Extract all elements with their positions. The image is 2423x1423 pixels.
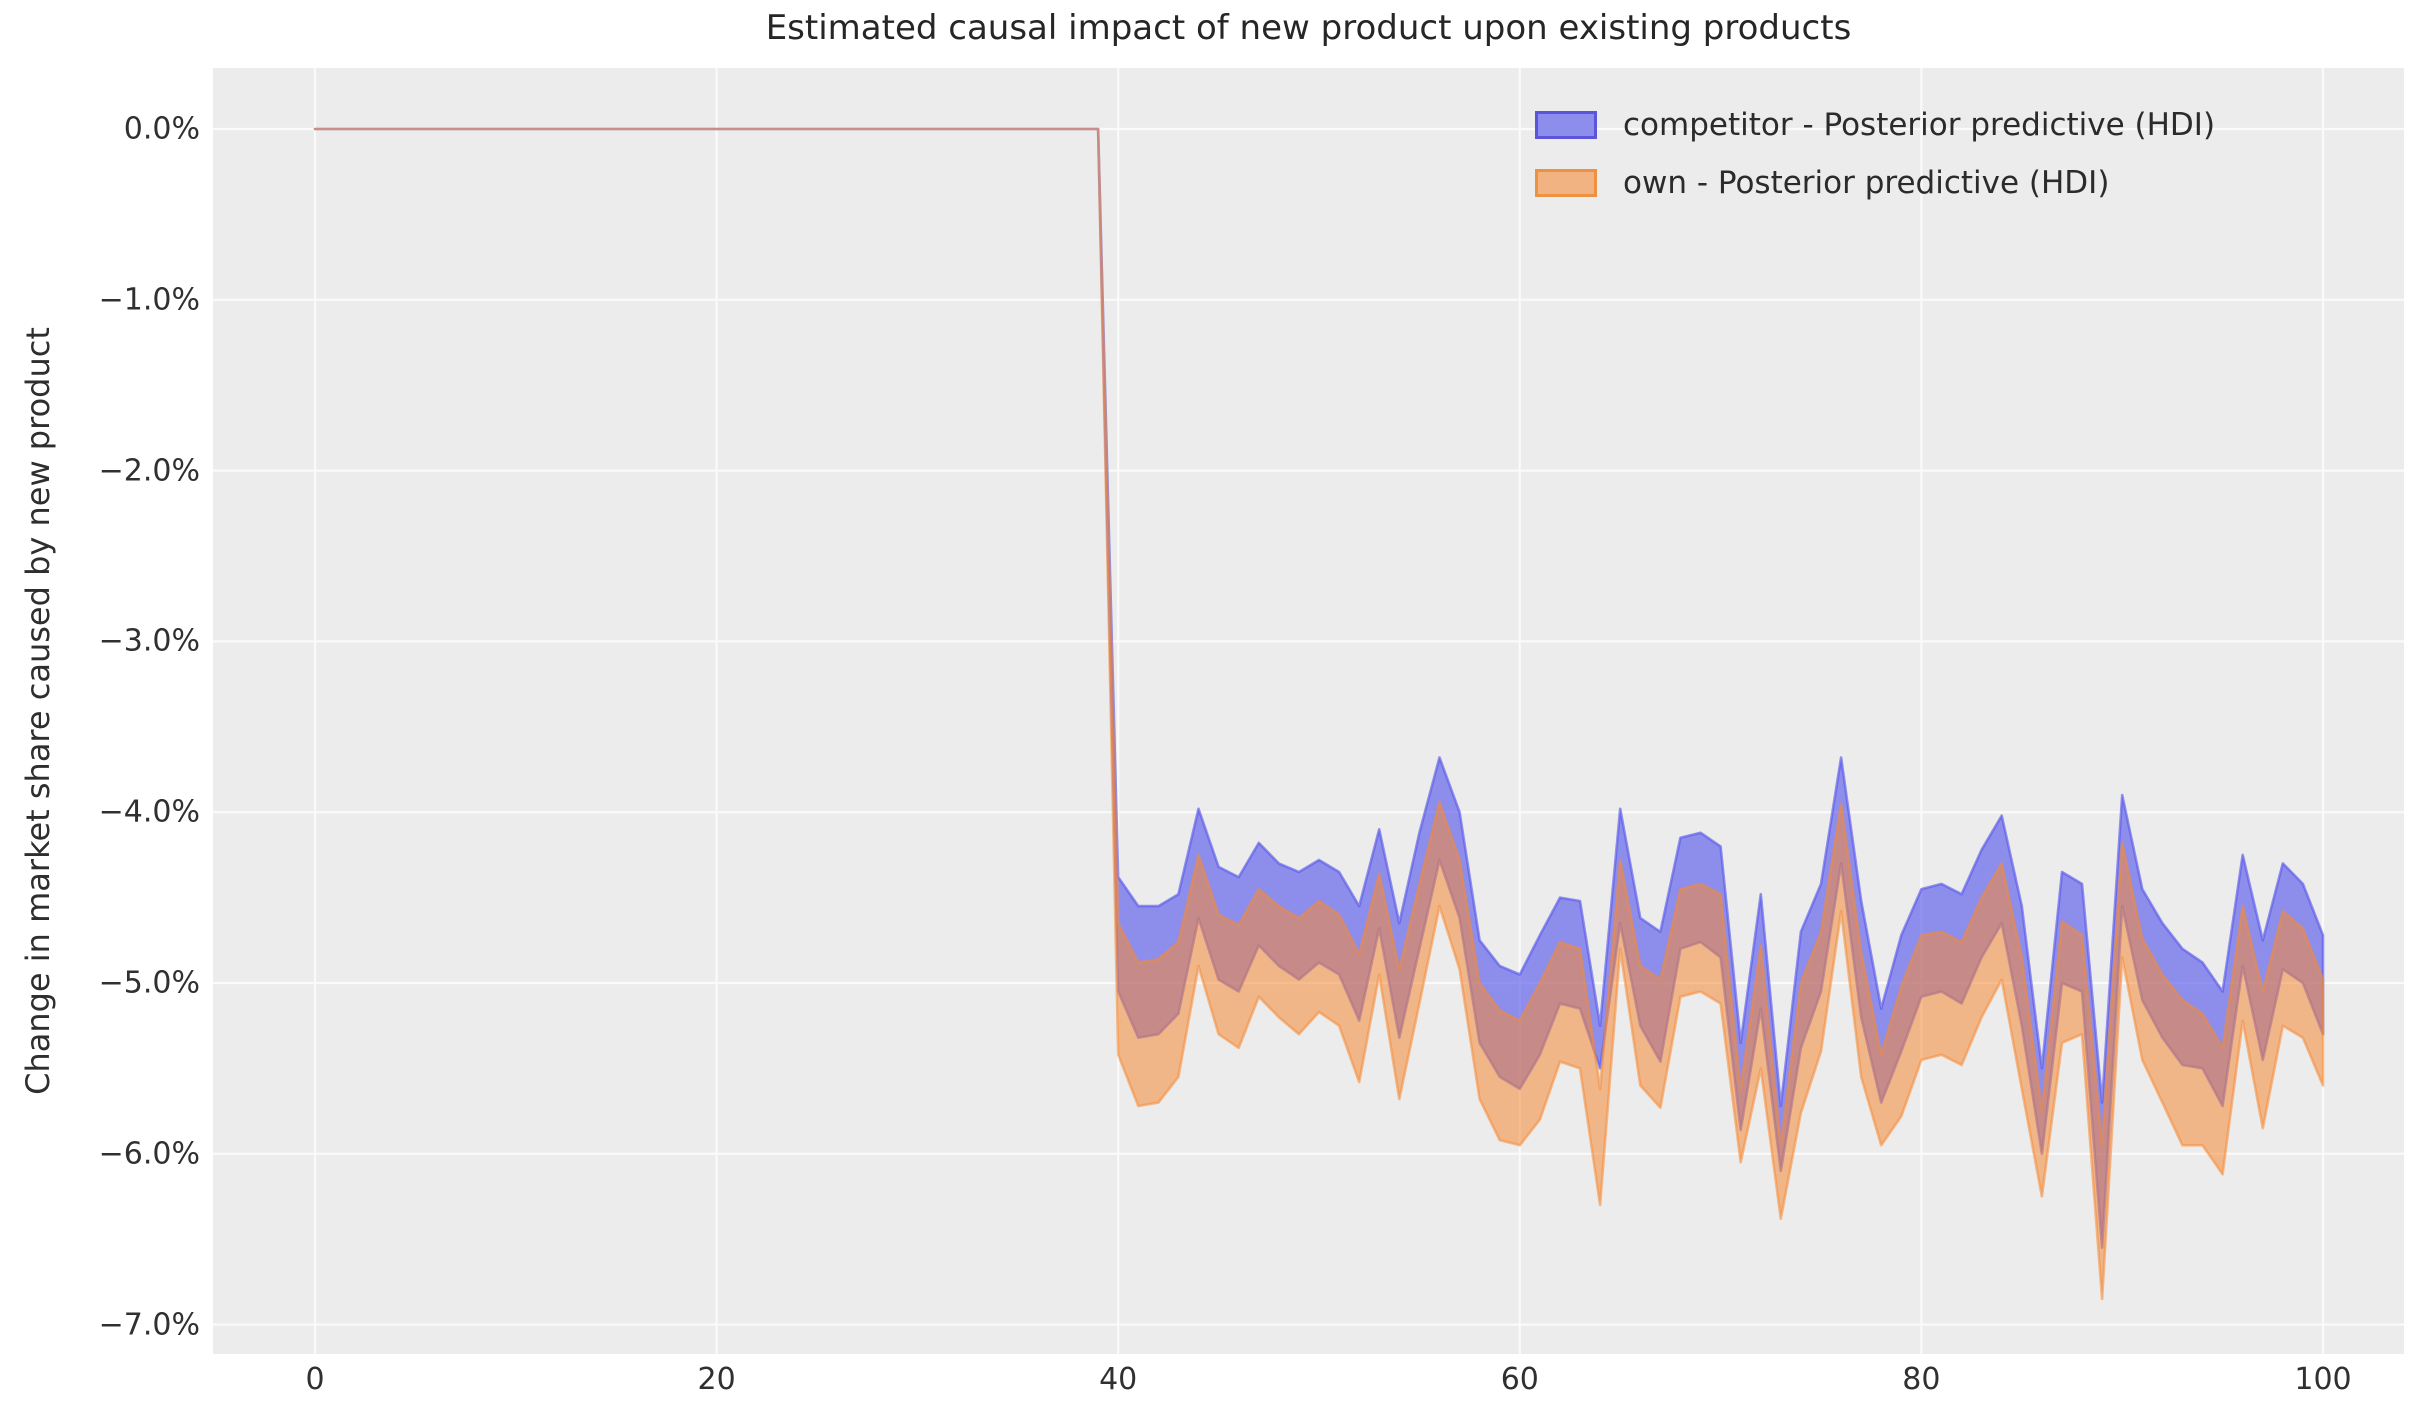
x-tick-label: 0 (305, 1362, 325, 1397)
y-tick-label: −3.0% (98, 623, 200, 659)
legend-label-own: own - Posterior predictive (HDI) (1623, 165, 2110, 201)
y-tick-label: −2.0% (98, 453, 200, 489)
legend: competitor - Posterior predictive (HDI) … (1535, 96, 2215, 212)
y-tick-label: −6.0% (98, 1136, 200, 1172)
legend-swatch-competitor-icon (1535, 111, 1597, 139)
x-tick-label: 20 (697, 1362, 736, 1397)
x-tick-label: 60 (1500, 1362, 1539, 1397)
hdi-bands (313, 127, 2325, 1301)
chart-title: Estimated causal impact of new product u… (765, 8, 1852, 48)
own-hdi-band (313, 127, 2325, 1301)
x-tick-label: 40 (1099, 1362, 1138, 1397)
x-tick-label: 100 (2294, 1362, 2352, 1397)
legend-swatch-own-icon (1535, 169, 1597, 197)
x-tick-label: 80 (1902, 1362, 1941, 1397)
legend-label-competitor: competitor - Posterior predictive (HDI) (1623, 107, 2216, 143)
legend-item-competitor: competitor - Posterior predictive (HDI) (1535, 96, 2215, 154)
y-tick-label: 0.0% (123, 111, 200, 147)
legend-item-own: own - Posterior predictive (HDI) (1535, 154, 2215, 212)
y-tick-label: −1.0% (98, 282, 200, 318)
y-tick-label: −5.0% (98, 965, 200, 1001)
plot-area (213, 68, 2404, 1354)
y-tick-label: −4.0% (98, 794, 200, 830)
y-tick-label: −7.0% (98, 1307, 200, 1343)
